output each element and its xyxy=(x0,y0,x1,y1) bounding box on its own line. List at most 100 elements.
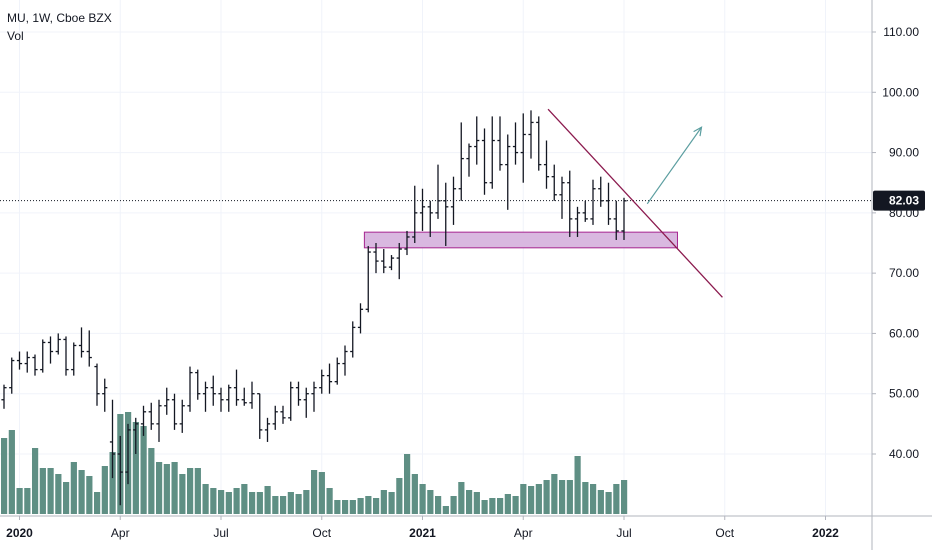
ohlc-bar xyxy=(171,393,178,430)
ohlc-bar xyxy=(559,176,565,219)
time-tick-label: Oct xyxy=(715,526,734,540)
ohlc-bar xyxy=(9,357,15,394)
volume-bar xyxy=(504,494,511,514)
volume-bar xyxy=(435,496,442,514)
ohlc-bar xyxy=(288,381,294,421)
last-price-label: 82.03 xyxy=(873,190,925,211)
ohlc-bar xyxy=(94,363,100,406)
ohlc-bar xyxy=(613,200,619,240)
price-bars xyxy=(1,110,627,506)
ohlc-bar xyxy=(497,116,503,171)
volume-bar xyxy=(512,496,519,514)
volume-bar xyxy=(32,448,39,514)
time-tick-label: 2021 xyxy=(409,526,436,540)
ohlc-bar xyxy=(373,243,379,274)
volume-bar xyxy=(16,488,23,514)
ohlc-bar xyxy=(125,423,131,485)
ohlc-bar xyxy=(16,351,23,370)
ohlc-bar xyxy=(47,336,54,364)
ohlc-bar xyxy=(187,366,193,412)
ohlc-bar xyxy=(598,176,604,207)
support-zone-rectangle[interactable] xyxy=(363,231,678,249)
volume-bar xyxy=(326,488,333,514)
price-tick-label: 60.00 xyxy=(889,326,919,340)
ohlc-bar xyxy=(218,387,224,412)
price-tick-label: 110.00 xyxy=(883,25,919,39)
ohlc-bar xyxy=(40,339,46,373)
volume-bar xyxy=(520,484,527,514)
volume-bar xyxy=(156,462,163,514)
projection-arrow[interactable] xyxy=(646,126,703,205)
descending-trendline[interactable] xyxy=(547,108,723,298)
volume-bar xyxy=(342,500,349,514)
volume-bar xyxy=(8,430,15,514)
volume-bar xyxy=(473,492,480,514)
volume-bar xyxy=(582,482,589,514)
ohlc-bar xyxy=(567,170,573,237)
volume-bar xyxy=(458,482,465,514)
volume-bar xyxy=(280,496,287,514)
ohlc-bar xyxy=(303,387,309,418)
volume-bar xyxy=(295,494,302,514)
volume-bar xyxy=(287,492,294,514)
volume-bar xyxy=(264,486,271,514)
ohlc-bar xyxy=(381,249,387,274)
volume-bar xyxy=(380,490,387,514)
volume-bar xyxy=(47,468,54,514)
ohlc-bar xyxy=(102,378,108,412)
volume-bar xyxy=(171,462,178,514)
volume-bar xyxy=(349,500,356,514)
volume-bar xyxy=(163,464,170,514)
ohlc-bar xyxy=(280,405,286,424)
ohlc-bar xyxy=(241,387,247,406)
volume-bar xyxy=(528,486,535,514)
ohlc-bar xyxy=(543,140,550,189)
volume-bar xyxy=(225,492,232,514)
ohlc-bar xyxy=(202,381,209,412)
price-axis[interactable]: 40.0050.0060.0070.0080.0090.00100.00110.… xyxy=(872,25,919,461)
volume-bar xyxy=(179,474,186,514)
ohlc-bar xyxy=(489,116,495,189)
volume-bar xyxy=(613,484,620,514)
ohlc-bar xyxy=(481,128,488,195)
ohlc-bar xyxy=(226,384,232,412)
volume-bar xyxy=(303,490,310,514)
price-tick-label: 40.00 xyxy=(889,447,919,461)
volume-bar xyxy=(249,492,256,514)
ohlc-bar xyxy=(350,321,356,358)
volume-bar xyxy=(597,490,604,514)
volume-bar xyxy=(39,468,46,514)
volume-bar xyxy=(404,454,411,514)
volume-bar xyxy=(311,470,318,514)
ohlc-bar xyxy=(326,363,333,394)
volume-bar xyxy=(605,492,612,514)
ohlc-bar xyxy=(148,402,154,430)
time-tick-label: Apr xyxy=(514,526,533,540)
volume-bar xyxy=(70,462,77,514)
price-tick-label: 90.00 xyxy=(889,146,919,160)
volume-bar xyxy=(419,484,426,514)
ohlc-bar xyxy=(536,116,542,171)
ohlc-bar xyxy=(582,200,588,222)
ohlc-bar xyxy=(435,164,441,219)
volume-bar xyxy=(109,452,116,514)
price-tick-label: 100.00 xyxy=(882,85,919,99)
ohlc-bar xyxy=(458,122,464,201)
symbol-title[interactable]: MU, 1W, Cboe BZX xyxy=(7,11,112,25)
volume-bar xyxy=(256,492,263,514)
ohlc-bar xyxy=(334,357,340,385)
time-axis[interactable]: 2020 Apr Jul Oct 2021 Apr Jul Oct 2022 xyxy=(6,516,839,540)
volume-bar xyxy=(132,422,139,514)
volume-bar xyxy=(218,490,225,514)
volume-bar xyxy=(1,438,8,514)
volume-bar xyxy=(94,492,101,514)
volume-bar xyxy=(442,506,449,514)
volume-bar xyxy=(55,474,62,514)
ohlc-bar xyxy=(450,176,457,225)
ohlc-bar xyxy=(512,122,519,165)
arrow-shaft xyxy=(646,126,702,205)
volume-indicator-label[interactable]: Vol xyxy=(7,29,24,43)
ohlc-bar xyxy=(474,116,480,165)
volume-bar xyxy=(411,474,418,514)
